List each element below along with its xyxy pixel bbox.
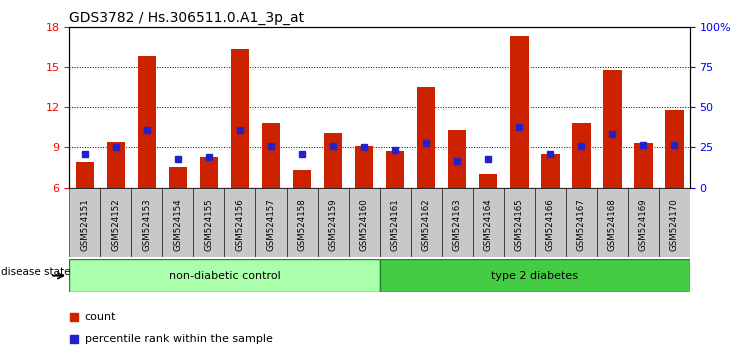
Bar [169,167,187,188]
Text: GSM524160: GSM524160 [360,198,369,251]
Text: GSM524168: GSM524168 [608,198,617,251]
Bar [137,56,156,188]
Text: GSM524157: GSM524157 [266,198,275,251]
Bar [566,188,596,257]
Bar [323,133,342,188]
Text: GSM524152: GSM524152 [112,198,120,251]
Bar [534,188,566,257]
Text: GSM524164: GSM524164 [484,198,493,251]
Text: GSM524167: GSM524167 [577,198,585,251]
Bar [479,174,497,188]
Bar [541,154,559,188]
Bar [318,188,348,257]
Bar [447,130,466,188]
Bar [417,87,435,188]
Bar [380,188,410,257]
Bar [510,36,529,188]
Text: disease state: disease state [1,267,71,277]
Text: GSM524170: GSM524170 [670,198,679,251]
Text: type 2 diabetes: type 2 diabetes [491,271,578,281]
Bar [572,123,591,188]
Text: GSM524159: GSM524159 [328,198,337,251]
Bar [76,162,94,188]
Text: GSM524155: GSM524155 [204,198,213,251]
Text: GSM524165: GSM524165 [515,198,523,251]
Bar [380,259,690,292]
Bar [131,188,162,257]
Bar [261,123,280,188]
Bar [385,152,404,188]
Bar [162,188,193,257]
Bar [634,143,653,188]
Text: GSM524151: GSM524151 [80,198,89,251]
Bar [101,188,131,257]
Bar [349,188,380,257]
Text: GSM524153: GSM524153 [142,198,151,251]
Bar [603,69,621,188]
Bar [231,49,249,188]
Bar [596,188,628,257]
Text: GSM524154: GSM524154 [174,198,182,251]
Bar [69,259,380,292]
Bar [224,188,255,257]
Bar [69,188,100,257]
Bar [255,188,286,257]
Text: GSM524163: GSM524163 [453,198,461,251]
Bar [628,188,658,257]
Text: GSM524162: GSM524162 [422,198,431,251]
Bar [658,188,690,257]
Bar [107,142,126,188]
Bar [193,188,225,257]
Bar [286,188,318,257]
Bar [665,110,683,188]
Bar [355,146,373,188]
Text: GSM524158: GSM524158 [298,198,307,251]
Bar [504,188,534,257]
Text: GSM524161: GSM524161 [391,198,399,251]
Text: non-diabetic control: non-diabetic control [169,271,280,281]
Bar [199,157,218,188]
Bar [293,170,311,188]
Text: GDS3782 / Hs.306511.0.A1_3p_at: GDS3782 / Hs.306511.0.A1_3p_at [69,11,304,25]
Bar [442,188,473,257]
Text: GSM524156: GSM524156 [236,198,245,251]
Text: GSM524166: GSM524166 [546,198,555,251]
Text: percentile rank within the sample: percentile rank within the sample [85,334,273,344]
Bar [410,188,442,257]
Text: GSM524169: GSM524169 [639,198,648,251]
Text: count: count [85,312,116,322]
Bar [473,188,504,257]
